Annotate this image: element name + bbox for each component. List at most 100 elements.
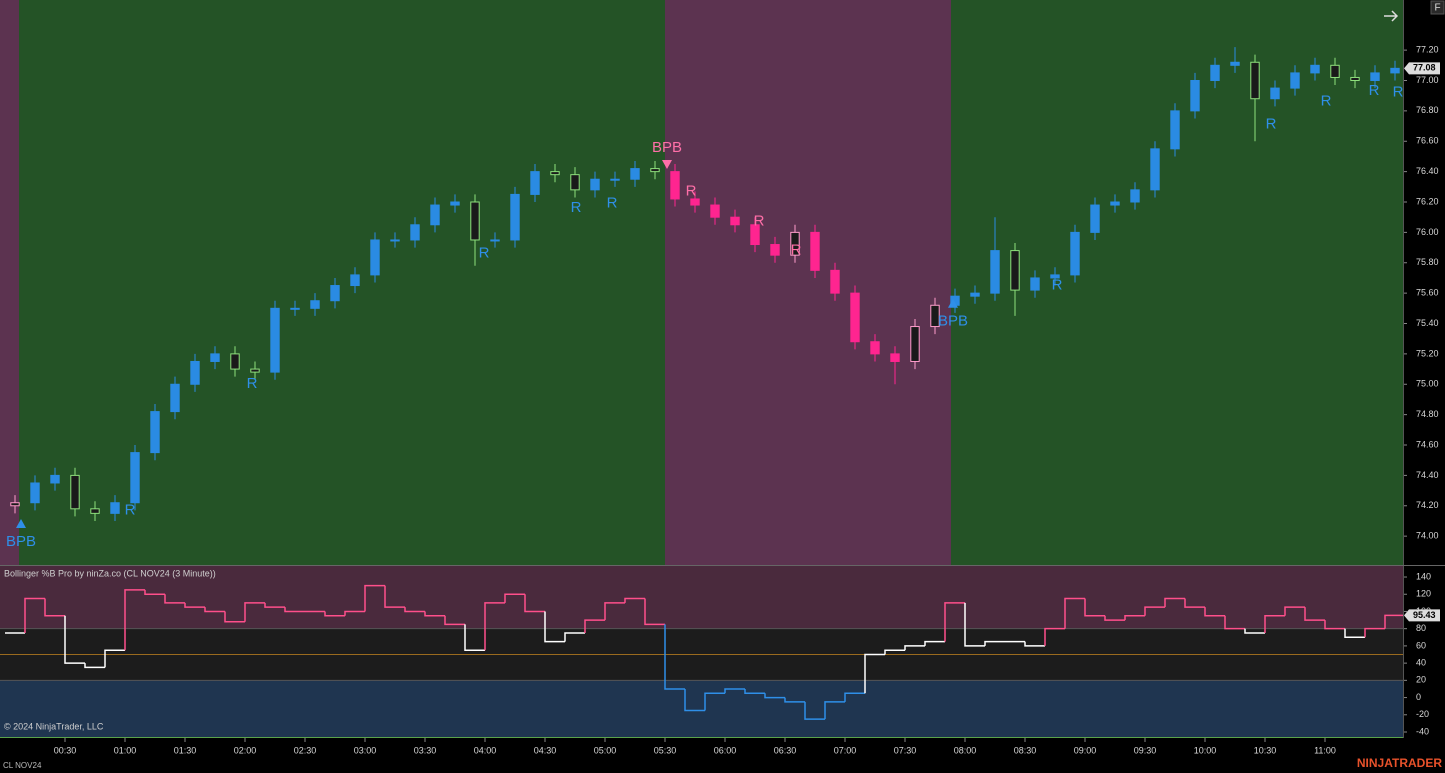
percent-b-step [1384, 614, 1403, 629]
candle-body [1270, 87, 1280, 100]
percent-b-step [264, 602, 285, 608]
percent-b-step [424, 611, 445, 617]
candle-body [770, 244, 780, 256]
candle-body [890, 353, 900, 362]
candle-body [490, 239, 500, 242]
candle-body [250, 368, 260, 373]
percent-b-step [244, 602, 265, 622]
percent-b-step [1344, 628, 1365, 639]
button-f[interactable] [1430, 0, 1445, 15]
x-tick-label: 09:00 [1074, 745, 1097, 755]
regime-band [0, 0, 19, 565]
candle-body [1390, 67, 1400, 74]
percent-b-step [404, 607, 425, 613]
y-tick-label: -20 [1416, 709, 1429, 719]
x-tick-label: 07:00 [834, 745, 857, 755]
candle-body [90, 508, 100, 514]
candle-body [410, 224, 420, 241]
x-tick-label: 08:00 [954, 745, 977, 755]
x-tick-label: 00:30 [54, 745, 77, 755]
signal-label: BPB [652, 139, 682, 156]
percent-b-step [1264, 615, 1285, 633]
candle-body [450, 201, 460, 206]
candle-body [430, 204, 440, 226]
candle-body [610, 178, 620, 181]
candle-body [310, 300, 320, 309]
retest-label: R [607, 194, 618, 211]
candle-body [850, 292, 860, 343]
percent-b-step [164, 594, 185, 604]
signal-triangle [948, 298, 958, 308]
candle-body [550, 171, 560, 176]
y-tick-label: -40 [1416, 726, 1429, 736]
candle-body [1290, 72, 1300, 89]
candle-body [1210, 64, 1220, 81]
candle-body [510, 193, 520, 241]
percent-b-step [844, 692, 865, 702]
percent-b-step [584, 619, 605, 633]
percent-b-step [184, 602, 205, 608]
retest-label: R [1369, 82, 1380, 99]
candle-body [830, 269, 840, 294]
percent-b-step [44, 598, 65, 617]
y-tick-label: 76.80 [1416, 105, 1439, 115]
candle-body [230, 353, 240, 370]
percent-b-step [64, 615, 85, 664]
candle-body [50, 474, 60, 484]
candle-body [1230, 61, 1240, 66]
instrument: CL NOV24 [3, 761, 42, 770]
percent-b-step [704, 692, 725, 711]
candle-body [330, 285, 340, 302]
candle-body [570, 174, 580, 191]
x-tick-label: 05:30 [654, 745, 677, 755]
regime-band [665, 0, 951, 565]
scroll-arrow[interactable] [1384, 10, 1399, 22]
percent-b-step [444, 615, 465, 626]
y-tick-label: 76.40 [1416, 166, 1439, 176]
x-tick-label: 02:30 [294, 745, 317, 755]
retest-label: R [1266, 116, 1277, 133]
y-tick-label: 140 [1416, 571, 1431, 581]
candle-body [1150, 148, 1160, 191]
percent-b-step [724, 688, 745, 694]
percent-b-step [904, 645, 925, 651]
candle-body [1250, 61, 1260, 100]
x-tick-label: 11:00 [1314, 745, 1336, 755]
candle-body [1170, 110, 1180, 150]
candle-body [790, 231, 800, 256]
candle-body [370, 239, 380, 276]
y-tick-label: 74.20 [1416, 500, 1439, 510]
x-tick-label: 10:00 [1194, 745, 1217, 755]
retest-label: R [125, 501, 136, 518]
indicator-pane: -40-2002040608010012014095.4300:3001:000… [0, 566, 1440, 755]
retest-label: R [754, 213, 765, 230]
candle-body [970, 292, 980, 297]
y-tick-label: 75.80 [1416, 257, 1439, 267]
percent-b-step [864, 653, 885, 694]
signal-label: BPB [938, 313, 968, 330]
candle-body [350, 274, 360, 287]
x-tick-label: 03:00 [354, 745, 377, 755]
percent-b-step [824, 701, 845, 720]
retest-label: R [1393, 84, 1404, 101]
arrow-icon[interactable] [1384, 10, 1399, 22]
candle-body [190, 360, 200, 385]
button-f-label[interactable]: F [1434, 3, 1440, 14]
brand: NINJATRADER [1357, 756, 1442, 770]
percent-b-step [1324, 620, 1345, 630]
percent-b-step [224, 611, 245, 623]
percent-b-step [624, 597, 645, 603]
candle-body [1030, 277, 1040, 291]
percent-b-step [1084, 598, 1105, 617]
percent-b-step [544, 611, 565, 643]
y-tick-label: 60 [1416, 640, 1426, 650]
percent-b-step [1184, 598, 1205, 608]
retest-label: R [1321, 93, 1332, 110]
candle-body [870, 341, 880, 355]
candle-body [650, 168, 660, 173]
retest-label: R [791, 242, 802, 259]
percent-b-step [1124, 615, 1145, 621]
percent-b-step [464, 624, 485, 651]
y-tick-label: 120 [1416, 589, 1431, 599]
percent-b-step [744, 688, 765, 695]
